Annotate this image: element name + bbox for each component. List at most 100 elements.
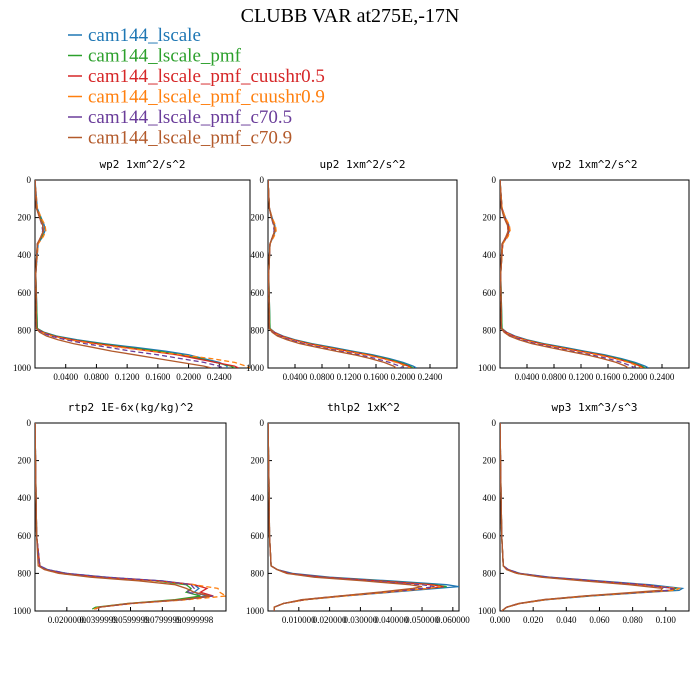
plot-frame (267, 179, 458, 369)
series-line (500, 423, 675, 611)
series-line (500, 180, 629, 368)
plot-frame (267, 422, 460, 612)
x-tick-label: 0.1600 (364, 372, 389, 382)
panel: rtp2 1E-6x(kg/kg)^2 0 200 400 600 800 1000 0.02… (13, 401, 227, 625)
series-line (500, 423, 677, 611)
y-tick-label: 800 (483, 568, 497, 578)
legend-label: cam144_lscale_pmf_cuushr0.9 (88, 87, 325, 108)
x-tick-label: 0.1200 (337, 372, 362, 382)
series-line (268, 423, 423, 611)
y-tick-label: 0 (260, 175, 265, 185)
y-tick-label: 400 (18, 493, 32, 503)
series-line (35, 423, 211, 610)
x-tick-label: 0.1600 (596, 372, 621, 382)
x-tick-label: 0.0400 (283, 372, 308, 382)
plot-frame (499, 179, 690, 369)
series-line (35, 180, 250, 368)
series-line (500, 423, 664, 611)
x-tick-label: 0.020000 (313, 615, 347, 625)
y-tick-label: 200 (483, 456, 497, 466)
x-tick-label: 0.060000 (436, 615, 470, 625)
y-tick-label: 200 (251, 213, 265, 223)
y-tick-label: 400 (251, 250, 265, 260)
y-tick-label: 600 (18, 288, 32, 298)
y-tick-label: 400 (483, 493, 497, 503)
y-tick-label: 600 (251, 531, 265, 541)
plot-frame (34, 179, 251, 369)
y-tick-label: 1000 (246, 606, 265, 616)
y-tick-label: 800 (251, 568, 265, 578)
y-tick-label: 600 (251, 288, 265, 298)
y-tick-label: 200 (18, 456, 32, 466)
panel-title: wp3 1xm^3/s^3 (551, 401, 637, 414)
series-line (268, 180, 411, 368)
series-line (500, 423, 685, 611)
x-tick-label: 0.0800 (310, 372, 335, 382)
x-tick-label: 0.0400 (515, 372, 540, 382)
y-tick-label: 0 (492, 418, 497, 428)
x-tick-label: 0.2000 (391, 372, 416, 382)
x-tick-label: 0.0399999 (80, 615, 119, 625)
legend-entry: cam144_lscale_pmf_cuushr0.5 (68, 66, 325, 87)
series-line (268, 180, 412, 368)
y-tick-label: 400 (483, 250, 497, 260)
series-line (500, 180, 636, 368)
series-line (268, 180, 397, 368)
panel: wp2 1xm^2/s^2 0 200 400 600 800 1000 0.0400 0.08… (13, 158, 251, 382)
legend-entry: cam144_lscale_pmf_cuushr0.9 (68, 87, 325, 108)
x-tick-label: 0.0800 (84, 372, 109, 382)
legend-label: cam144_lscale_pmf (88, 46, 242, 67)
x-tick-label: 0.2400 (418, 372, 443, 382)
panel: thlp2 1xK^2 0 200 400 600 800 1000 0.0100000.02… (246, 401, 470, 625)
x-tick-label: 0.0200000 (48, 615, 87, 625)
legend: cam144_lscalecam144_lscale_pmfcam144_lsc… (68, 25, 325, 149)
plot-frame (34, 422, 227, 612)
y-tick-label: 0 (27, 418, 32, 428)
series-line (500, 180, 646, 368)
panel-title: vp2 1xm^2/s^2 (551, 158, 637, 171)
series-line (268, 423, 459, 611)
y-tick-label: 200 (251, 456, 265, 466)
y-tick-label: 1000 (13, 606, 32, 616)
legend-label: cam144_lscale_pmf_c70.5 (88, 107, 292, 128)
y-tick-label: 0 (492, 175, 497, 185)
x-tick-label: 0.0400 (53, 372, 78, 382)
panel-title: thlp2 1xK^2 (327, 401, 400, 414)
series-line (35, 180, 212, 368)
plot-frame (499, 422, 690, 612)
series-line (268, 180, 404, 368)
legend-entry: cam144_lscale_pmf_c70.9 (68, 128, 292, 149)
series-line (35, 423, 226, 610)
legend-entry: cam144_lscale (68, 25, 201, 46)
legend-label: cam144_lscale (88, 25, 201, 46)
x-tick-label: 0.1600 (145, 372, 170, 382)
y-tick-label: 800 (18, 568, 32, 578)
y-tick-label: 0 (260, 418, 265, 428)
panel: wp3 1xm^3/s^3 0 200 400 600 800 10000.000 0.020… (478, 401, 690, 625)
panel-title: up2 1xm^2/s^2 (319, 158, 405, 171)
series-line (35, 423, 201, 610)
y-tick-label: 0 (27, 175, 32, 185)
x-tick-label: 0.060 (589, 615, 610, 625)
x-tick-label: 0.000 (490, 615, 511, 625)
legend-entry: cam144_lscale_pmf_c70.5 (68, 107, 292, 128)
x-tick-label: 0.030000 (344, 615, 378, 625)
y-tick-label: 400 (251, 493, 265, 503)
x-tick-label: 0.050000 (405, 615, 439, 625)
panel-title: rtp2 1E-6x(kg/kg)^2 (68, 401, 194, 414)
series-line (35, 180, 239, 368)
y-tick-label: 200 (18, 213, 32, 223)
x-tick-label: 0.020 (523, 615, 544, 625)
x-tick-label: 0.2400 (207, 372, 232, 382)
series-line (35, 423, 214, 610)
x-tick-label: 0.0999998 (175, 615, 214, 625)
series-line (35, 180, 224, 368)
legend-label: cam144_lscale_pmf_c70.9 (88, 128, 292, 149)
series-line (35, 180, 235, 368)
series-line (500, 423, 682, 611)
y-tick-label: 600 (483, 531, 497, 541)
x-tick-label: 0.2400 (650, 372, 675, 382)
y-tick-label: 800 (251, 325, 265, 335)
series-line (35, 423, 214, 610)
